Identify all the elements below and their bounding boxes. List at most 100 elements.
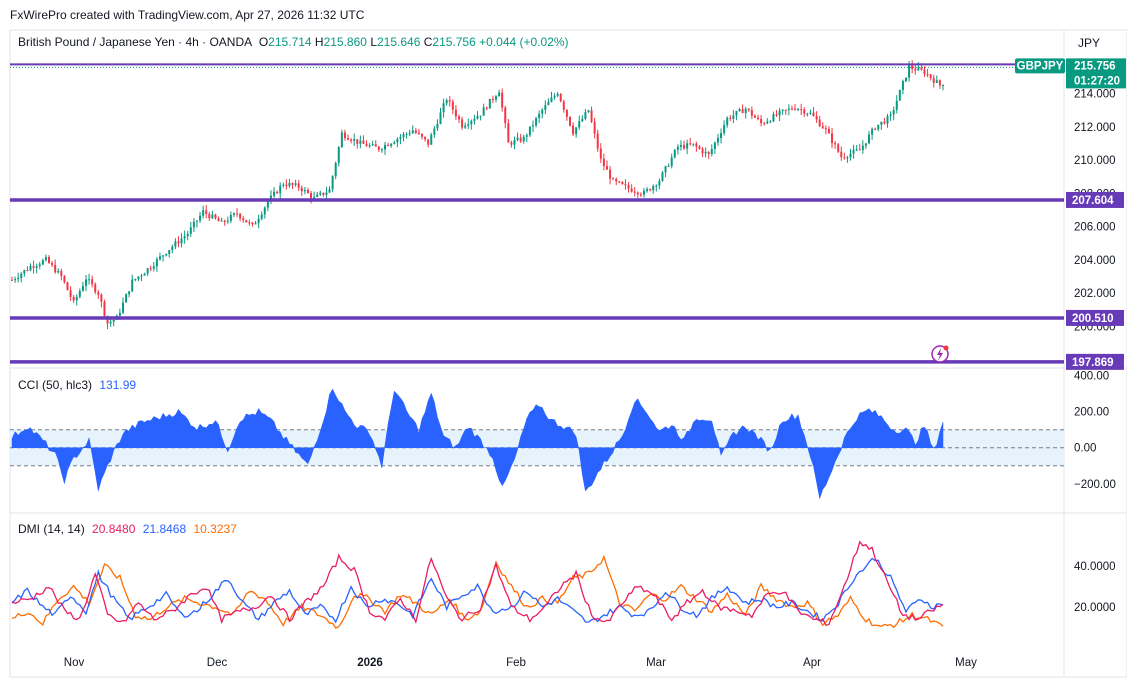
candle-body [642,191,645,195]
candle-body [371,144,374,146]
time-tick-label: Dec [207,657,228,669]
candle-body [442,103,445,113]
candle-body [618,181,621,183]
candle-body [84,279,87,286]
candle-body [565,109,568,117]
candle-body [251,222,254,225]
level-price-tag [1066,353,1124,370]
candle-body [522,136,525,142]
price-tick-label: 210.000 [1074,155,1116,167]
candle-body [347,138,350,140]
candle-body [556,93,559,96]
candle-body [276,191,279,194]
candle-body [118,312,121,316]
candle-body [316,194,319,197]
candle-body [162,255,165,257]
candle-body [769,121,772,123]
candle-body [744,108,747,114]
bar-countdown: 01:27:20 [1074,75,1120,87]
candle-body [273,191,276,196]
currency-label[interactable]: JPY [1078,36,1101,50]
symbol-legend[interactable]: British Pound / Japanese Yen · 4h · OAND… [18,35,569,49]
candle-body [473,118,476,121]
candle-body [430,134,433,145]
candle-body [630,188,633,192]
dmi-title: DMI (14, 14) [18,522,85,536]
candle-body [883,121,886,124]
candle-body [726,117,729,126]
candle-body [877,124,880,130]
candle-body [208,213,211,219]
candle-body [91,279,94,285]
candle-body [229,214,232,221]
candle-body [195,220,198,222]
candle-body [935,80,938,83]
candle-body [448,100,451,102]
cci-legend[interactable]: CCI (50, hlc3) 131.99 [18,378,136,392]
candle-body [568,116,571,126]
candle-body [51,262,54,265]
candle-body [106,315,109,324]
candle-body [88,279,91,281]
candle-body [140,275,143,277]
candle-body [763,123,766,125]
candle-body [81,285,84,291]
candle-body [331,176,334,190]
candle-body [766,121,769,124]
candle-body [340,132,343,148]
candle-body [479,115,482,117]
low-value: 215.646 [377,35,421,49]
candle-body [334,162,337,177]
candle-body [263,207,266,215]
candle-body [288,183,291,187]
candle-body [516,137,519,140]
candle-body [20,273,23,278]
dmi-adx-line [11,554,944,629]
candle-body [78,290,81,297]
candle-body [192,221,195,228]
candle-body [747,108,750,111]
time-tick-label: Feb [506,657,526,669]
candle-body [109,321,112,324]
candle-body [368,145,371,147]
candle-body [578,121,581,128]
candle-body [254,223,257,225]
candle-body [402,134,405,138]
candle-body [310,193,313,199]
candle-body [232,213,235,215]
candle-body [470,120,473,125]
candle-body [926,74,929,76]
price-tick-label: 214.000 [1074,89,1116,101]
candle-body [174,241,177,247]
candle-body [458,116,461,120]
candle-body [125,294,128,303]
candle-body [14,279,17,281]
candle-body [152,266,155,269]
price-tick-label: 206.000 [1074,222,1116,234]
candle-body [464,125,467,128]
candle-body [855,149,858,151]
candle-body [75,296,78,301]
candle-body [57,270,60,273]
close-value: 215.756 [432,35,476,49]
candle-body [575,127,578,135]
candle-body [165,254,168,256]
candle-body [572,125,575,135]
candle-body [525,135,528,137]
dmi-legend[interactable]: DMI (14, 14) 20.8480 21.8468 10.3237 [18,522,237,536]
candle-body [44,257,47,261]
level-price-value: 197.869 [1072,357,1114,369]
candle-body [211,214,214,219]
candle-body [812,112,815,117]
candle-body [491,98,494,100]
candle-body [639,194,642,196]
candle-body [627,185,630,189]
candle-body [171,246,174,251]
candle-body [667,165,670,167]
candle-body [97,292,100,295]
price-tick-label: 204.000 [1074,255,1116,267]
candle-body [541,109,544,114]
candle-body [291,183,294,185]
candle-body [303,189,306,192]
